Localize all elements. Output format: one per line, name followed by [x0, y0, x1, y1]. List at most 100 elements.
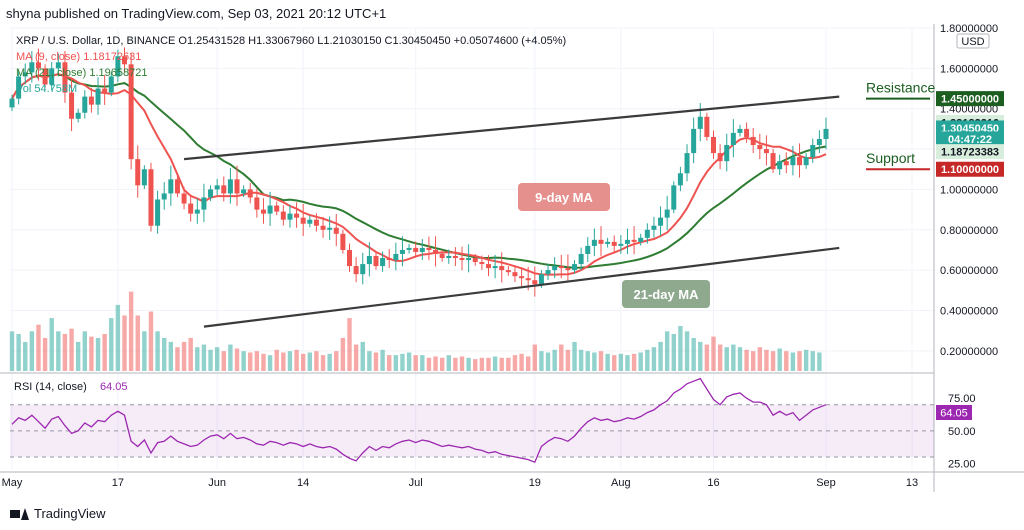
volume-bar: [228, 344, 233, 371]
candle: [69, 92, 75, 119]
volume-bar: [691, 337, 696, 371]
candle: [810, 145, 816, 158]
candle: [492, 266, 498, 269]
candle: [816, 138, 822, 146]
volume-bar: [552, 349, 557, 371]
volume-bar: [764, 349, 769, 371]
candle: [671, 185, 677, 210]
candle: [578, 253, 584, 265]
volume-bar: [327, 353, 332, 371]
candle: [260, 209, 266, 214]
candle: [55, 62, 61, 69]
volume-bar: [459, 356, 465, 371]
candle: [155, 199, 161, 226]
candle: [254, 197, 260, 210]
volume-bar: [188, 337, 193, 371]
volume-bar: [618, 353, 624, 371]
volume-bar: [711, 336, 716, 371]
candle: [439, 253, 445, 259]
volume-bar: [320, 355, 326, 371]
volume-bar: [698, 341, 703, 371]
candle: [585, 245, 591, 254]
volume-bar: [274, 349, 279, 371]
candle: [624, 239, 630, 244]
candle: [505, 270, 511, 273]
candle: [572, 264, 578, 271]
volume-bar: [175, 347, 180, 371]
volume-bar: [545, 352, 551, 371]
candle: [499, 266, 505, 271]
candle: [194, 209, 200, 214]
candle: [677, 173, 683, 186]
volume-bar: [281, 352, 286, 371]
volume-bar: [671, 333, 676, 371]
volume-bar: [69, 328, 74, 371]
volume-bar: [142, 331, 147, 371]
candle: [42, 68, 48, 85]
volume-bar: [751, 351, 756, 371]
candle: [651, 225, 657, 230]
candle: [366, 255, 372, 265]
xrp-price-chart[interactable]: Resistance Support 9-day MA 21-day MA 1.8000…: [0, 24, 1024, 500]
volume-bar: [506, 357, 511, 371]
volume-bar: [592, 352, 597, 371]
candle: [280, 211, 286, 220]
candle: [730, 132, 736, 146]
candle: [419, 247, 425, 252]
candle: [135, 159, 141, 186]
volume-bar: [122, 315, 127, 371]
candle: [75, 112, 81, 119]
volume-bar: [784, 351, 789, 371]
price-label-box: [936, 161, 1004, 177]
candle: [644, 229, 650, 238]
footer-brand-label: TradingView: [34, 506, 106, 521]
rsi-value-tag: 64.05: [940, 407, 968, 419]
trendline: [183, 95, 840, 161]
volume-bar: [790, 352, 796, 371]
candle: [790, 157, 796, 166]
candle: [35, 62, 41, 69]
volume-bar: [115, 304, 121, 371]
price-label-text: 1.10000000: [941, 164, 999, 176]
candle: [287, 213, 293, 220]
candle: [327, 227, 333, 230]
volume-bar: [492, 356, 498, 371]
candle: [148, 169, 154, 226]
volume-bar: [658, 341, 663, 371]
volume-bar: [75, 341, 81, 371]
candle: [347, 249, 353, 267]
volume-bar: [803, 349, 809, 371]
candle: [684, 153, 690, 174]
footer-brand[interactable]: TradingView: [10, 506, 106, 521]
rsi-value-box: [936, 404, 972, 420]
candle: [62, 62, 68, 93]
candle: [274, 205, 280, 212]
price-label-text: 04:47:22: [948, 134, 992, 146]
price-label-box: [936, 91, 1004, 107]
volume-bar: [168, 341, 174, 371]
price-tick-label: 0.60000000: [940, 265, 998, 277]
currency-box: [956, 33, 990, 49]
time-tick-label: 14: [297, 477, 309, 489]
volume-bar: [512, 355, 518, 371]
candle: [102, 88, 108, 93]
candle: [664, 209, 670, 218]
volume-bar: [737, 347, 743, 371]
rsi-line: [11, 377, 827, 464]
candle: [783, 161, 789, 166]
candle: [9, 98, 15, 108]
volume-bar: [195, 347, 200, 371]
volume-bar: [638, 352, 643, 371]
currency-label: USD: [961, 36, 984, 48]
volume-bar: [406, 352, 412, 371]
candle: [823, 128, 829, 139]
volume-bar: [16, 333, 21, 371]
volume-bar: [664, 331, 670, 371]
candle: [208, 189, 214, 198]
candle: [413, 247, 419, 252]
price-label-box: [936, 144, 1004, 160]
candle: [631, 239, 637, 242]
candle: [565, 268, 571, 271]
candle: [393, 253, 399, 261]
volume-bar: [62, 333, 68, 371]
